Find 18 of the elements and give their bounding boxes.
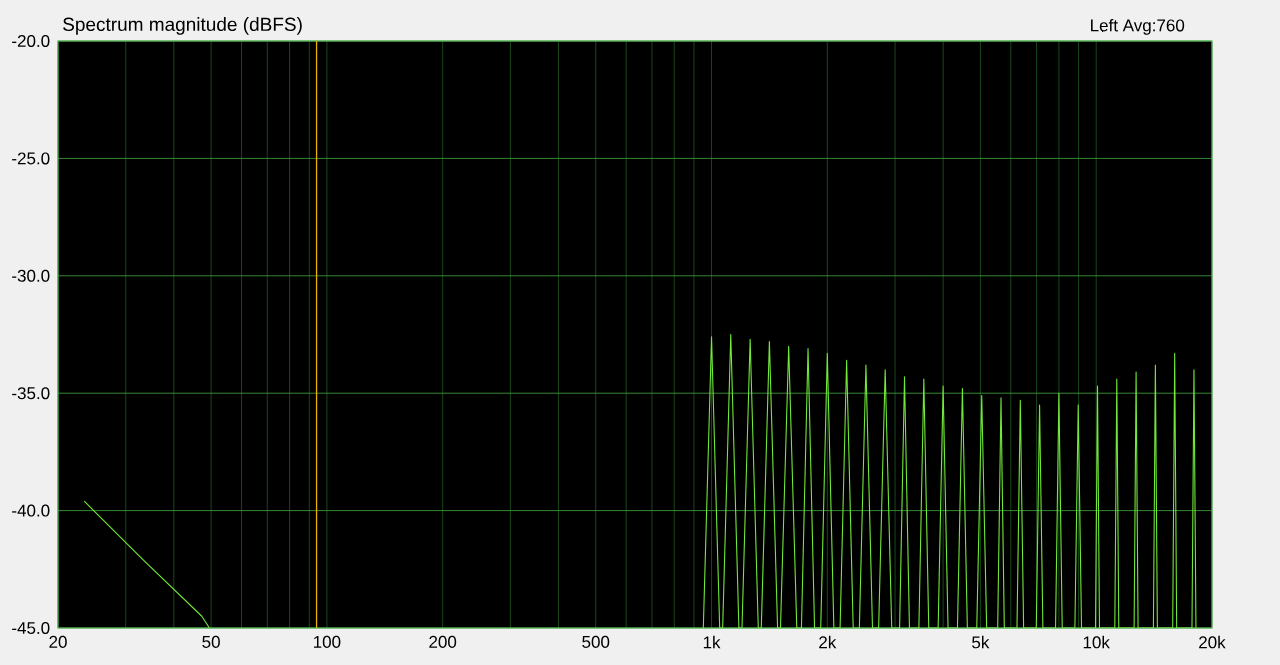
x-tick-label: 500 [582,635,610,648]
x-tick-label: 100 [314,635,341,648]
x-tick-label: 20k [1199,635,1226,649]
text: Left Avg:760 [1091,18,1185,35]
x-tick-label: 2k [819,635,837,649]
x-tick-label: 50 [202,635,220,648]
chart-title: Spectrum magnitude (dBFS) [63,17,302,35]
y-tick-label: -40.0 [12,504,50,517]
x-tick-label: 200 [429,635,457,648]
y-tick-label: -20.0 [12,34,50,48]
y-tick-label: -25.0 [12,152,50,165]
x-tick-label: 10k [1083,635,1110,649]
y-tick-label: -30.0 [12,269,50,282]
x-tick-label: 20 [49,635,67,648]
x-tick-label: 5k [972,635,990,649]
y-tick-label: -45.0 [12,621,50,635]
x-tick-label: 1k [703,635,721,649]
y-tick-label: -35.0 [12,387,50,400]
